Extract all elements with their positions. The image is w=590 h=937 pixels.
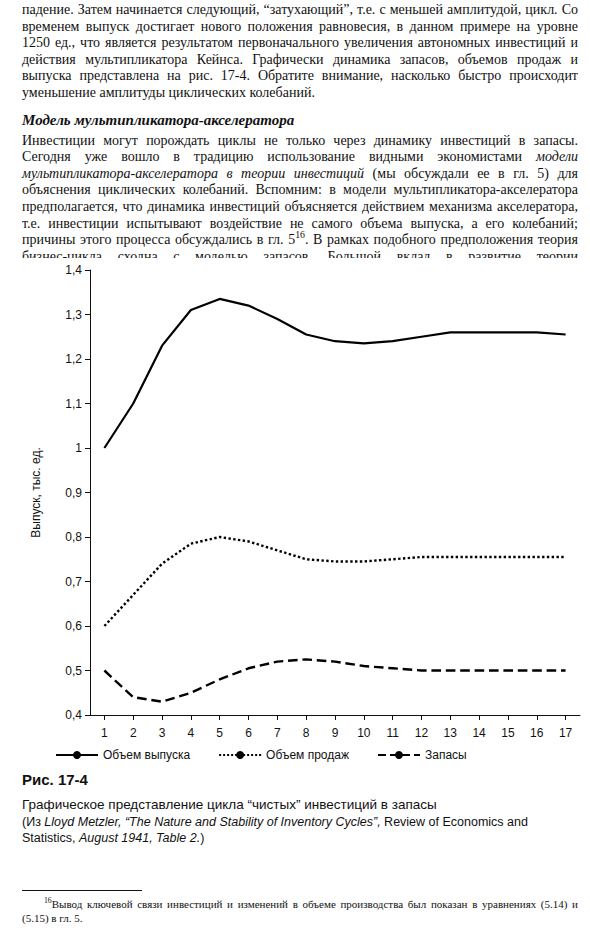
svg-text:16: 16 <box>530 726 544 740</box>
svg-text:13: 13 <box>444 726 458 740</box>
svg-text:Запасы: Запасы <box>425 748 467 762</box>
svg-text:4: 4 <box>188 726 195 740</box>
svg-text:0,8: 0,8 <box>65 530 82 544</box>
svg-text:0,5: 0,5 <box>65 664 82 678</box>
svg-text:1,4: 1,4 <box>65 263 82 277</box>
svg-text:3: 3 <box>159 726 166 740</box>
svg-text:6: 6 <box>245 726 252 740</box>
svg-text:Объем продаж: Объем продаж <box>266 748 349 762</box>
svg-text:1,1: 1,1 <box>65 397 82 411</box>
svg-text:2: 2 <box>130 726 137 740</box>
svg-text:1: 1 <box>101 726 108 740</box>
svg-text:0,6: 0,6 <box>65 619 82 633</box>
svg-text:0,9: 0,9 <box>65 486 82 500</box>
svg-text:5: 5 <box>216 726 223 740</box>
svg-text:1,3: 1,3 <box>65 308 82 322</box>
svg-text:Объем выпуска: Объем выпуска <box>103 748 190 762</box>
svg-text:1,2: 1,2 <box>65 352 82 366</box>
svg-text:17: 17 <box>559 726 573 740</box>
svg-text:11: 11 <box>386 726 399 740</box>
svg-text:8: 8 <box>303 726 310 740</box>
svg-text:1: 1 <box>75 441 82 455</box>
svg-text:7: 7 <box>274 726 281 740</box>
svg-text:0,4: 0,4 <box>65 708 82 722</box>
svg-text:9: 9 <box>332 726 339 740</box>
svg-text:10: 10 <box>357 726 371 740</box>
svg-text:14: 14 <box>472 726 486 740</box>
svg-text:12: 12 <box>415 726 429 740</box>
svg-text:0,7: 0,7 <box>65 575 82 589</box>
svg-text:Выпуск, тыс. ед.: Выпуск, тыс. ед. <box>29 447 43 537</box>
svg-text:15: 15 <box>501 726 515 740</box>
